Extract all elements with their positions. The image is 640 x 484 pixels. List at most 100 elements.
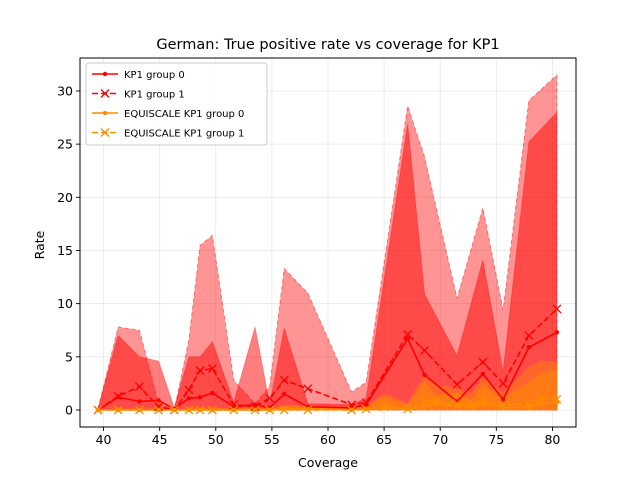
series-4-point xyxy=(478,394,488,404)
series-4-point xyxy=(93,405,103,415)
series-4-point xyxy=(552,394,562,404)
series-2-point xyxy=(207,364,217,373)
series-4-point xyxy=(113,405,123,415)
x-axis-label: Coverage xyxy=(298,455,358,470)
x-tick-label: 60 xyxy=(320,432,336,447)
series-line-2 xyxy=(97,308,558,411)
legend-marker-4 xyxy=(100,128,110,137)
y-tick-label: 10 xyxy=(57,296,73,311)
series-2-point xyxy=(279,375,289,385)
series-1-point xyxy=(210,390,215,396)
x-tick-label: 55 xyxy=(264,432,280,447)
x-tick-label: 65 xyxy=(376,432,392,447)
series-2-point xyxy=(498,378,508,388)
chart-title: German: True positive rate vs coverage f… xyxy=(156,37,499,53)
series-1-point xyxy=(422,372,427,378)
series-1-point xyxy=(554,330,560,335)
series-3-point xyxy=(381,405,387,411)
series-4-point xyxy=(279,405,289,415)
y-tick-label: 25 xyxy=(57,137,73,152)
series-4-point xyxy=(207,405,217,415)
series-1-point xyxy=(186,396,192,401)
legend-label-2: KP1 group 1 xyxy=(124,89,185,100)
series-1-point xyxy=(405,336,410,341)
series-1-point xyxy=(197,395,203,400)
series-3-point xyxy=(305,406,311,412)
x-tick-label: 70 xyxy=(432,432,448,447)
series-2-point xyxy=(303,384,313,394)
y-axis-label: Rate xyxy=(32,230,47,259)
y-tick-label: 0 xyxy=(65,402,73,417)
legend-marker-2 xyxy=(100,89,110,98)
series-2-point xyxy=(135,382,144,392)
series-4-point xyxy=(184,405,194,415)
series-3-point xyxy=(539,401,544,406)
series-2-point xyxy=(478,357,488,367)
x-tick-label: 45 xyxy=(152,432,168,447)
series-4-point xyxy=(403,404,413,414)
series-2-point xyxy=(524,331,534,341)
series-4-point xyxy=(467,400,477,410)
series-3-point xyxy=(480,401,486,406)
series-4-point xyxy=(154,405,164,415)
series-3-point xyxy=(422,404,427,409)
series-4-point xyxy=(265,405,275,415)
series-1-point xyxy=(156,398,161,403)
legend-marker-3 xyxy=(102,110,108,116)
legend-box xyxy=(85,62,268,146)
series-2-point xyxy=(452,380,462,389)
series-3-point xyxy=(554,400,560,405)
series-1-point xyxy=(115,395,121,400)
series-2-point xyxy=(250,402,260,412)
y-tick-label: 15 xyxy=(57,243,73,258)
series-2-point xyxy=(361,398,371,408)
legend-label-3: EQUISCALE KP1 group 0 xyxy=(124,109,244,120)
y-tick-label: 5 xyxy=(65,349,73,364)
series-1-point xyxy=(526,345,532,350)
legend-label-4: EQUISCALE KP1 group 1 xyxy=(124,128,244,139)
series-4-point xyxy=(303,405,313,415)
series-4-point xyxy=(498,401,508,411)
series-4-point xyxy=(420,397,429,406)
series-4-point xyxy=(524,399,534,409)
series-2-point xyxy=(195,366,205,376)
series-2-point xyxy=(184,385,194,395)
series-2-point xyxy=(113,391,123,401)
series-1-point xyxy=(500,397,506,402)
series-3-point xyxy=(282,406,287,412)
series-4-point xyxy=(135,405,144,415)
series-3-point xyxy=(526,405,532,411)
series-4-point xyxy=(347,405,357,415)
series-1-point xyxy=(282,391,287,397)
x-tick-label: 50 xyxy=(208,432,224,447)
y-tick-label: 20 xyxy=(57,190,73,205)
series-4-point xyxy=(250,405,260,415)
x-tick-label: 75 xyxy=(488,432,504,447)
y-tick-label: 30 xyxy=(57,83,73,98)
x-tick-label: 80 xyxy=(544,432,560,447)
series-1-point xyxy=(137,399,142,404)
legend-label-1: KP1 group 0 xyxy=(124,70,185,81)
series-4-point xyxy=(452,399,462,409)
series-2-point xyxy=(265,393,275,403)
series-4-point xyxy=(169,405,179,415)
series-line-1 xyxy=(97,331,558,411)
series-4-point xyxy=(195,405,205,415)
axis-ticks: 40 45 50 55 60 65 70 75 80 0 5 10 15 20 25 30 xyxy=(57,83,560,447)
series-2-point xyxy=(403,330,413,339)
legend-marker-1 xyxy=(102,71,108,77)
series-3-point xyxy=(433,401,438,406)
series-4-point xyxy=(361,404,371,414)
series-2-point xyxy=(154,402,164,412)
series-4-point xyxy=(379,402,389,412)
series-4-point xyxy=(536,393,546,403)
series-1-point xyxy=(480,371,486,377)
series-markers xyxy=(93,304,562,415)
legend: KP1 group 0 KP1 group 1 EQUISCALE KP1 grou… xyxy=(85,62,268,146)
x-tick-label: 40 xyxy=(96,432,112,447)
series-2-point xyxy=(420,345,429,355)
series-4-point xyxy=(229,405,239,415)
series-4-point xyxy=(431,395,441,405)
